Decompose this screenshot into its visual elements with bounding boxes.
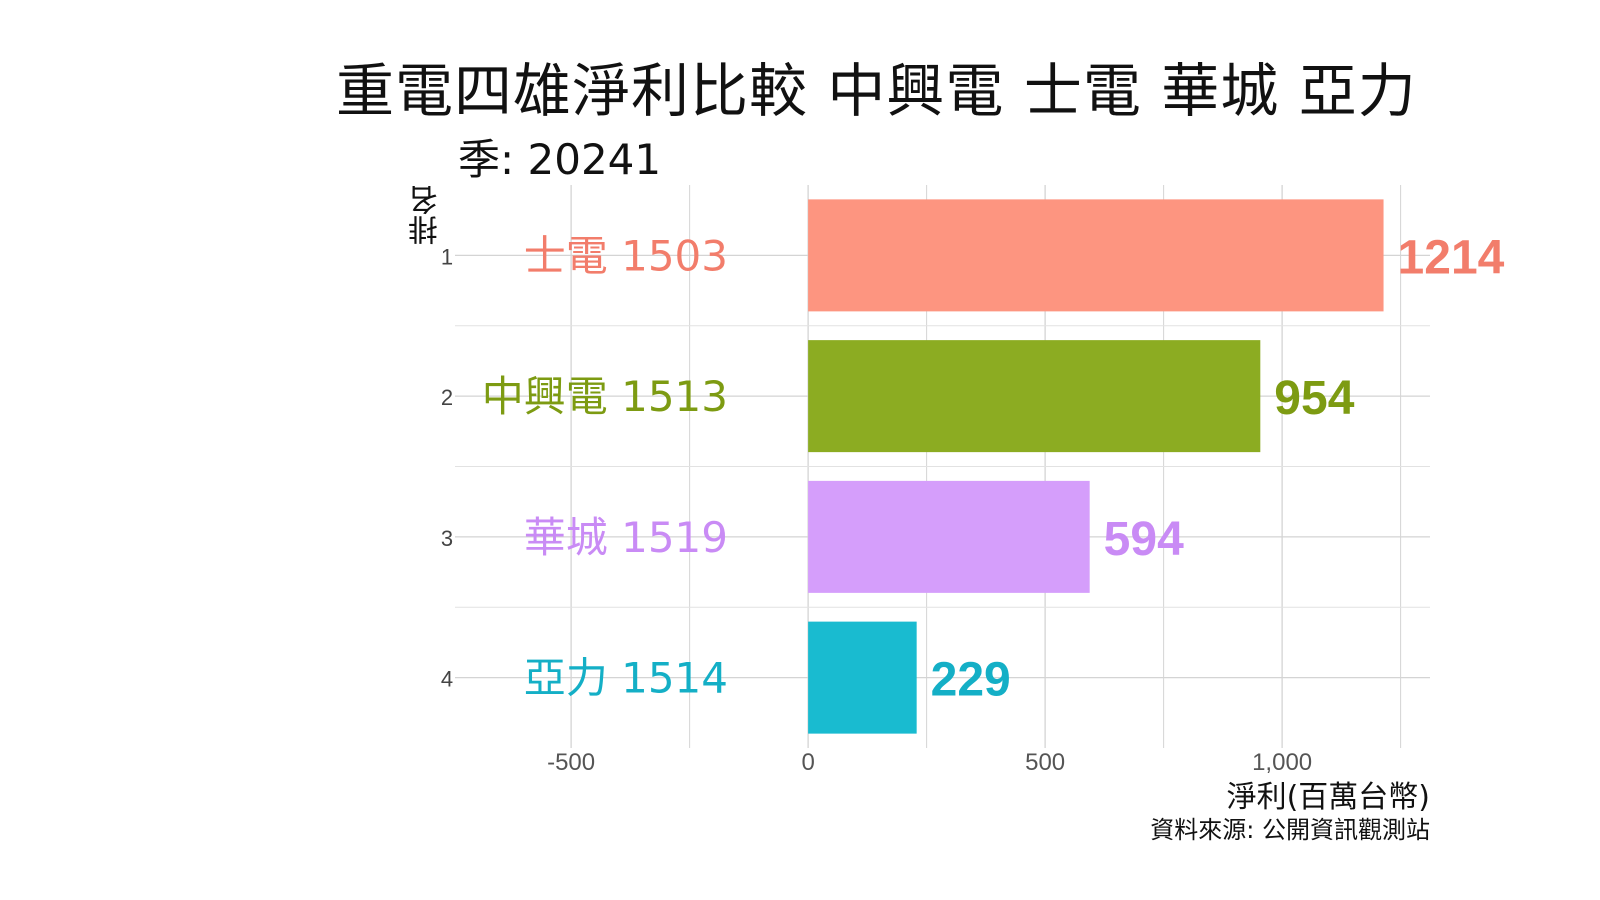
bar-value-label: 1214 [1398, 231, 1505, 284]
bar-category-label: 士電 1503 [524, 231, 728, 280]
bar-value-label: 229 [931, 654, 1011, 707]
bar-4 [808, 621, 917, 734]
bar-value-label: 594 [1104, 513, 1184, 566]
bar-1 [808, 199, 1384, 312]
x-tick-label: -500 [547, 749, 595, 776]
x-axis-label: 淨利(百萬台幣) [1226, 780, 1430, 815]
bar-category-label: 亞力 1514 [524, 654, 728, 703]
x-tick-label: 500 [1025, 749, 1065, 776]
y-tick-label: 4 [441, 667, 453, 692]
bar-category-label: 中興電 1513 [482, 372, 728, 421]
x-tick-label: 1,000 [1252, 749, 1312, 776]
x-tick-label: 0 [801, 749, 814, 776]
chart-title: 重電四雄淨利比較 中興電 士電 華城 亞力 [336, 57, 1417, 125]
y-tick-label: 1 [441, 244, 453, 269]
source-caption: 資料來源: 公開資訊觀測站 [1150, 816, 1430, 844]
chart-subtitle: 季: 20241 [458, 135, 662, 184]
bar-value-label: 954 [1274, 372, 1354, 425]
bar-2 [808, 340, 1261, 453]
y-tick-label: 3 [441, 526, 453, 551]
bar-category-label: 華城 1519 [524, 513, 728, 562]
y-axis-label: 排名 [409, 185, 444, 245]
bar-3 [808, 480, 1090, 593]
y-tick-label: 2 [441, 385, 453, 410]
